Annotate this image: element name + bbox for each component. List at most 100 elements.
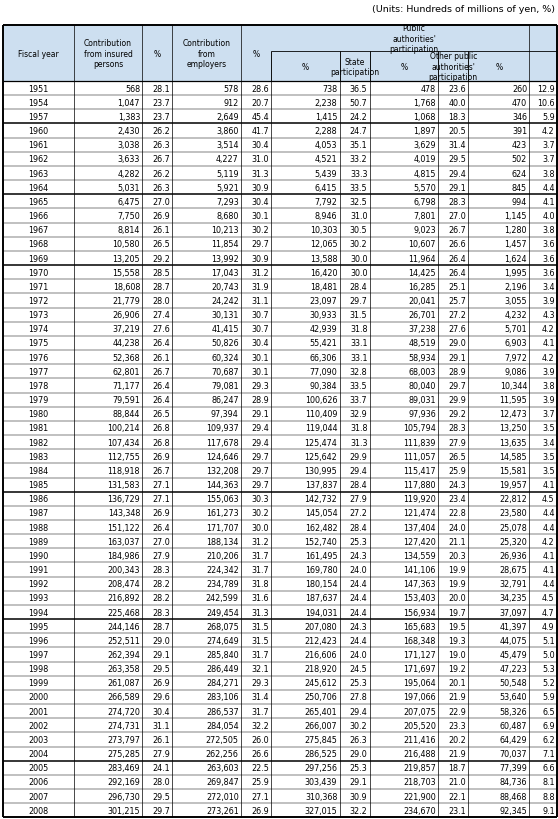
Text: 88,468: 88,468: [500, 792, 527, 801]
Text: 2002: 2002: [28, 721, 49, 730]
Text: 3.9: 3.9: [542, 296, 555, 305]
Text: 27.1: 27.1: [152, 481, 170, 490]
Text: 4,815: 4,815: [413, 170, 436, 179]
Text: 26.8: 26.8: [152, 424, 170, 433]
Text: 19,957: 19,957: [499, 481, 527, 490]
Text: 24.2: 24.2: [350, 113, 368, 122]
Text: 266,589: 266,589: [107, 693, 140, 702]
Text: %: %: [252, 50, 259, 58]
Text: 33.5: 33.5: [350, 382, 368, 391]
Text: 29.1: 29.1: [152, 650, 170, 659]
Text: 3,038: 3,038: [118, 141, 140, 150]
Text: 8.8: 8.8: [542, 792, 555, 801]
Text: 4.1: 4.1: [542, 565, 555, 574]
Text: 194,031: 194,031: [305, 608, 338, 617]
Text: 31.4: 31.4: [251, 693, 269, 702]
Text: 55,421: 55,421: [310, 339, 338, 348]
Text: 11,595: 11,595: [499, 396, 527, 405]
Text: %: %: [302, 62, 309, 71]
Text: 10,213: 10,213: [211, 226, 239, 235]
Text: 5.9: 5.9: [542, 113, 555, 122]
Text: 25.3: 25.3: [350, 537, 368, 546]
Text: 4.7: 4.7: [542, 608, 555, 617]
Text: 568: 568: [125, 84, 140, 93]
Text: 26.4: 26.4: [152, 382, 170, 391]
Text: 5,701: 5,701: [504, 325, 527, 334]
Text: 30.9: 30.9: [251, 254, 269, 263]
Text: 130,995: 130,995: [305, 466, 338, 475]
Text: 41,397: 41,397: [499, 622, 527, 631]
Text: 250,706: 250,706: [305, 693, 338, 702]
Text: 29.7: 29.7: [448, 382, 466, 391]
Text: 29.7: 29.7: [251, 240, 269, 249]
Text: 29.3: 29.3: [251, 678, 269, 687]
Text: 24.4: 24.4: [350, 594, 368, 603]
Text: 28.5: 28.5: [152, 269, 170, 278]
Text: 5,439: 5,439: [315, 170, 338, 179]
Text: 6,415: 6,415: [315, 183, 338, 192]
Text: 27.1: 27.1: [251, 792, 269, 801]
Text: 2,649: 2,649: [216, 113, 239, 122]
Text: 3,860: 3,860: [217, 127, 239, 136]
Text: 25,078: 25,078: [499, 523, 527, 532]
Text: 127,420: 127,420: [403, 537, 436, 546]
Text: 132,208: 132,208: [206, 466, 239, 475]
Text: 60,324: 60,324: [211, 353, 239, 362]
Text: 7.1: 7.1: [542, 749, 555, 758]
Text: 3.7: 3.7: [542, 141, 555, 150]
Text: 8,946: 8,946: [315, 212, 338, 221]
Text: 29.4: 29.4: [350, 466, 368, 475]
Text: 29.9: 29.9: [349, 452, 368, 461]
Text: 7,750: 7,750: [117, 212, 140, 221]
Text: 31.8: 31.8: [350, 424, 368, 433]
Text: 26.8: 26.8: [152, 438, 170, 447]
Text: 152,740: 152,740: [305, 537, 338, 546]
Text: 62,801: 62,801: [113, 368, 140, 377]
Text: 1,383: 1,383: [118, 113, 140, 122]
Text: 31.1: 31.1: [251, 296, 269, 305]
Text: 6,903: 6,903: [504, 339, 527, 348]
Text: Fiscal year: Fiscal year: [18, 50, 59, 58]
Text: 31.3: 31.3: [251, 170, 269, 179]
Text: 27.6: 27.6: [152, 325, 170, 334]
Text: 161,495: 161,495: [305, 551, 338, 560]
Text: 24.3: 24.3: [449, 481, 466, 490]
Text: 4.1: 4.1: [542, 339, 555, 348]
Text: 28.2: 28.2: [152, 580, 170, 589]
Text: 26.3: 26.3: [152, 141, 170, 150]
Text: 20.2: 20.2: [448, 735, 466, 744]
Text: 29.4: 29.4: [448, 170, 466, 179]
Text: 45,479: 45,479: [499, 650, 527, 659]
Text: 26.7: 26.7: [152, 368, 170, 377]
Text: 2006: 2006: [28, 777, 49, 786]
Text: 171,707: 171,707: [206, 523, 239, 532]
Text: 30.4: 30.4: [251, 197, 269, 206]
Text: 30.7: 30.7: [251, 325, 269, 334]
Text: 13,588: 13,588: [310, 254, 338, 263]
Text: 578: 578: [224, 84, 239, 93]
Text: 20.3: 20.3: [449, 551, 466, 560]
Text: 26.1: 26.1: [152, 735, 170, 744]
Text: %: %: [401, 62, 407, 71]
Text: 3.5: 3.5: [542, 452, 555, 461]
Text: 105,794: 105,794: [403, 424, 436, 433]
Text: 19.9: 19.9: [448, 565, 466, 574]
Text: 13,205: 13,205: [113, 254, 140, 263]
Text: 16,420: 16,420: [310, 269, 338, 278]
Text: 26.4: 26.4: [152, 523, 170, 532]
Text: 1961: 1961: [28, 141, 49, 150]
Text: 28.2: 28.2: [152, 594, 170, 603]
Text: 30.1: 30.1: [251, 368, 269, 377]
Text: 27.0: 27.0: [448, 212, 466, 221]
Text: 30.2: 30.2: [251, 226, 269, 235]
Text: 84,736: 84,736: [499, 777, 527, 786]
Text: 100,626: 100,626: [305, 396, 338, 405]
Text: State
participation: State participation: [330, 57, 379, 77]
Text: 216,606: 216,606: [305, 650, 338, 659]
Text: 4.2: 4.2: [542, 353, 555, 362]
Text: 4.2: 4.2: [542, 325, 555, 334]
Text: 47,223: 47,223: [499, 664, 527, 673]
Text: 2,196: 2,196: [504, 283, 527, 292]
Text: 19.3: 19.3: [449, 636, 466, 645]
Text: 23,580: 23,580: [499, 509, 527, 518]
